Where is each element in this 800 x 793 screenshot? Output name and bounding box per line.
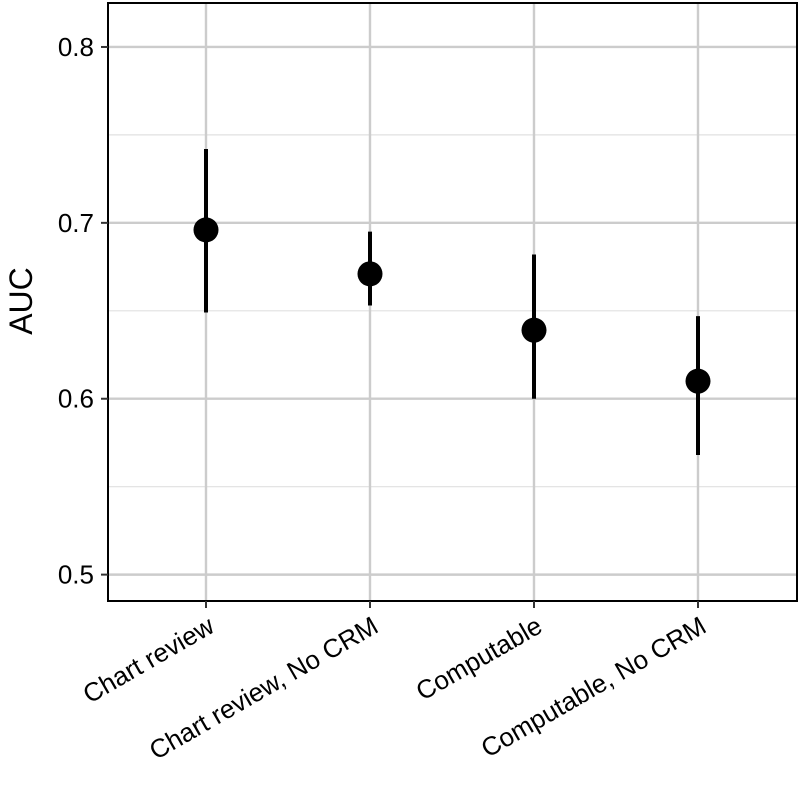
grid-lines [108,3,797,601]
x-tick-label: Chart review [78,610,220,709]
y-axis-title: AUC [3,267,39,335]
panel-border [107,2,798,602]
x-tick-label: Computable [411,610,547,706]
data-point [685,368,711,394]
data-marks [193,148,711,456]
y-tick-label: 0.7 [58,208,94,238]
data-point [193,217,219,243]
data-point [521,317,547,343]
data-point [357,261,383,287]
y-tick-label: 0.8 [58,32,94,62]
y-tick-label: 0.5 [58,560,94,590]
y-tick-label: 0.6 [58,384,94,414]
